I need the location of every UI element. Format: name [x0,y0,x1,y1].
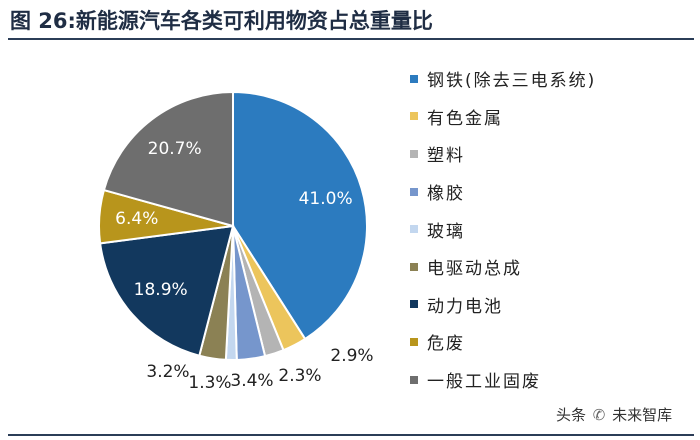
pie-data-label-2: 2.9% [330,346,373,366]
legend-label: 有色金属 [427,108,503,129]
legend-swatch [410,187,418,196]
legend-label: 玻璃 [427,221,465,242]
legend-item-4: 橡胶 [410,173,695,211]
pie-data-label-3: 2.3% [278,366,321,386]
title-divider [8,38,694,40]
legend-swatch [410,300,418,309]
legend-item-3: 塑料 [410,135,695,173]
pie-data-label-7: 18.9% [134,280,188,300]
legend-item-7: 动力电池 [410,286,695,324]
pie-slice-7 [99,224,235,357]
pie-data-labels: 41.0% 2.9% 2.3%3.4%1.3%3.2% 18.9% 6.4% 20.7% [115,139,373,393]
legend-swatch [410,225,418,234]
legend-item-9: 一般工业固废 [410,361,695,399]
legend-item-2: 有色金属 [410,98,695,136]
wechat-icon: ✆ [592,406,606,424]
watermark-prefix: 头条 [556,406,587,424]
legend-swatch [410,337,418,346]
watermark: 头条 ✆ 未来智库 [556,404,672,425]
pie-data-label-6: 3.2% [146,362,189,382]
legend-label: 橡胶 [427,184,465,205]
pie-data-label-4: 3.4% [230,371,273,391]
watermark-name: 未来智库 [612,406,673,424]
pie-data-label-8: 6.4% [115,209,158,229]
pie-data-label-1: 41.0% [299,189,353,209]
legend-item-5: 玻璃 [410,210,695,248]
legend-item-8: 危废 [410,323,695,361]
legend-label: 塑料 [427,146,465,167]
legend-swatch [410,149,418,158]
legend-item-1: 钢铁(除去三电系统) [410,60,695,98]
legend-swatch [410,74,418,83]
legend-item-6: 电驱动总成 [410,248,695,286]
pie-data-label-9: 20.7% [148,139,202,159]
figure-title: 图 26:新能源汽车各类可利用物资占总重量比 [10,9,433,33]
legend-swatch [410,375,418,384]
legend-label: 电驱动总成 [427,259,522,280]
legend-label: 动力电池 [427,296,503,317]
legend-label: 一般工业固废 [427,372,541,393]
legend-label: 钢铁(除去三电系统) [427,71,597,92]
legend-swatch [410,262,418,271]
pie-slice-9 [102,90,234,228]
legend-swatch [410,112,418,121]
pie-data-label-5: 1.3% [188,373,231,393]
chart-legend: 钢铁(除去三电系统) 有色金属塑料橡胶玻璃电驱动总成动力电池危废一般工业固废 [410,60,695,398]
legend-label: 危废 [427,334,465,355]
bottom-divider [8,434,694,436]
pie-slices [98,90,368,361]
